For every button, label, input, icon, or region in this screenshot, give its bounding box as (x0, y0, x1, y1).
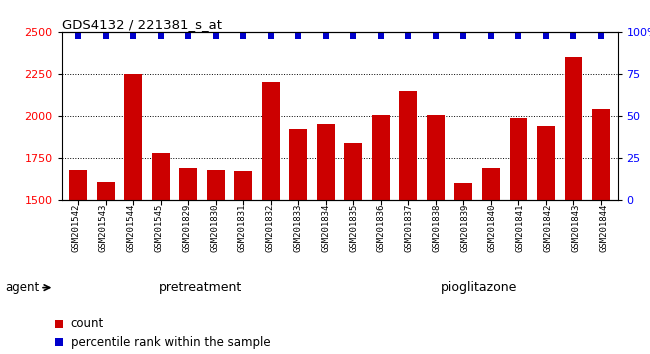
Bar (372, 115, 390, 200)
Bar (400, 91, 417, 200)
Text: GSM201840: GSM201840 (488, 204, 497, 252)
Text: GSM201844: GSM201844 (599, 204, 608, 252)
Text: GSM201544: GSM201544 (127, 204, 136, 252)
Text: agent: agent (5, 281, 39, 294)
Bar (289, 129, 307, 200)
Bar (97, 182, 114, 200)
Text: GSM201829: GSM201829 (182, 204, 191, 252)
Bar (427, 115, 445, 200)
Text: GSM201841: GSM201841 (515, 204, 525, 252)
Bar (482, 168, 500, 200)
Text: GSM201843: GSM201843 (571, 204, 580, 252)
Text: GSM201831: GSM201831 (238, 204, 247, 252)
Bar (510, 118, 527, 200)
Bar (179, 168, 197, 200)
Bar (344, 143, 362, 200)
Text: GSM201842: GSM201842 (543, 204, 552, 252)
Text: GSM201832: GSM201832 (266, 204, 275, 252)
Text: count: count (71, 317, 104, 330)
Text: GSM201543: GSM201543 (99, 204, 108, 252)
Text: GSM201833: GSM201833 (293, 204, 302, 252)
Bar (207, 170, 225, 200)
Text: GSM201542: GSM201542 (71, 204, 80, 252)
Text: pretreatment: pretreatment (159, 281, 242, 294)
Bar (317, 124, 335, 200)
Text: GSM201830: GSM201830 (210, 204, 219, 252)
Bar (70, 170, 87, 200)
Bar (152, 153, 170, 200)
Text: GDS4132 / 221381_s_at: GDS4132 / 221381_s_at (62, 18, 222, 31)
Bar (454, 183, 473, 200)
Bar (537, 126, 555, 200)
Text: GSM201834: GSM201834 (321, 204, 330, 252)
Text: GSM201837: GSM201837 (404, 204, 413, 252)
Bar (235, 171, 252, 200)
Text: GSM201835: GSM201835 (349, 204, 358, 252)
Text: percentile rank within the sample: percentile rank within the sample (71, 336, 270, 349)
Bar (124, 74, 142, 200)
Text: pioglitazone: pioglitazone (441, 281, 517, 294)
Bar (565, 57, 582, 200)
Text: GSM201839: GSM201839 (460, 204, 469, 252)
Text: GSM201836: GSM201836 (377, 204, 386, 252)
Bar (262, 82, 279, 200)
Text: GSM201838: GSM201838 (432, 204, 441, 252)
Bar (592, 109, 610, 200)
Text: GSM201545: GSM201545 (155, 204, 164, 252)
